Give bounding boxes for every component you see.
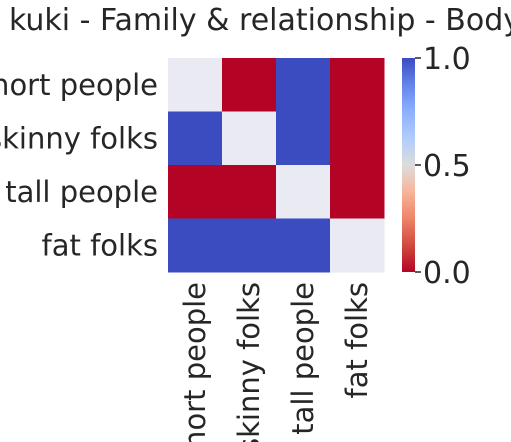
colorbar bbox=[402, 58, 415, 272]
heatmap-cells bbox=[168, 58, 385, 273]
colorbar-tick-label: 1.0 bbox=[423, 42, 471, 77]
heatmap-cell bbox=[276, 111, 331, 166]
heatmap-cell bbox=[330, 165, 385, 219]
row-labels: short people skinny folks tall people fat f… bbox=[0, 68, 158, 263]
colorbar-tick-label: 0.5 bbox=[423, 149, 471, 184]
heatmap-cell bbox=[168, 58, 223, 112]
row-label: tall people bbox=[5, 175, 158, 209]
heatmap-cell bbox=[222, 218, 277, 273]
row-label: fat folks bbox=[42, 228, 158, 262]
heatmap-cell bbox=[330, 111, 385, 166]
column-label: fat folks bbox=[340, 282, 374, 398]
heatmap-cell bbox=[276, 218, 331, 273]
heatmap-cell bbox=[168, 111, 223, 166]
column-labels: short people skinny folks tall people fat f… bbox=[178, 282, 374, 442]
heatmap-cell bbox=[276, 58, 331, 112]
heatmap-cell bbox=[330, 218, 385, 273]
column-label: tall people bbox=[286, 282, 320, 435]
heatmap-cell bbox=[330, 58, 385, 112]
column-label: short people bbox=[178, 282, 212, 442]
colorbar-ticks: 0.0 0.5 1.0 bbox=[415, 42, 471, 291]
heatmap-cell bbox=[222, 58, 277, 112]
colorbar-tick-label: 0.0 bbox=[423, 256, 471, 291]
row-label: skinny folks bbox=[0, 121, 158, 155]
row-label: short people bbox=[0, 68, 158, 102]
heatmap-cell bbox=[222, 165, 277, 219]
chart-title: kuki - Family & relationship - Body bbox=[9, 3, 511, 38]
heatmap-cell bbox=[168, 218, 223, 273]
heatmap-cell bbox=[222, 111, 277, 166]
heatmap-cell bbox=[276, 165, 331, 219]
column-label: skinny folks bbox=[232, 282, 266, 442]
heatmap-cell bbox=[168, 165, 223, 219]
